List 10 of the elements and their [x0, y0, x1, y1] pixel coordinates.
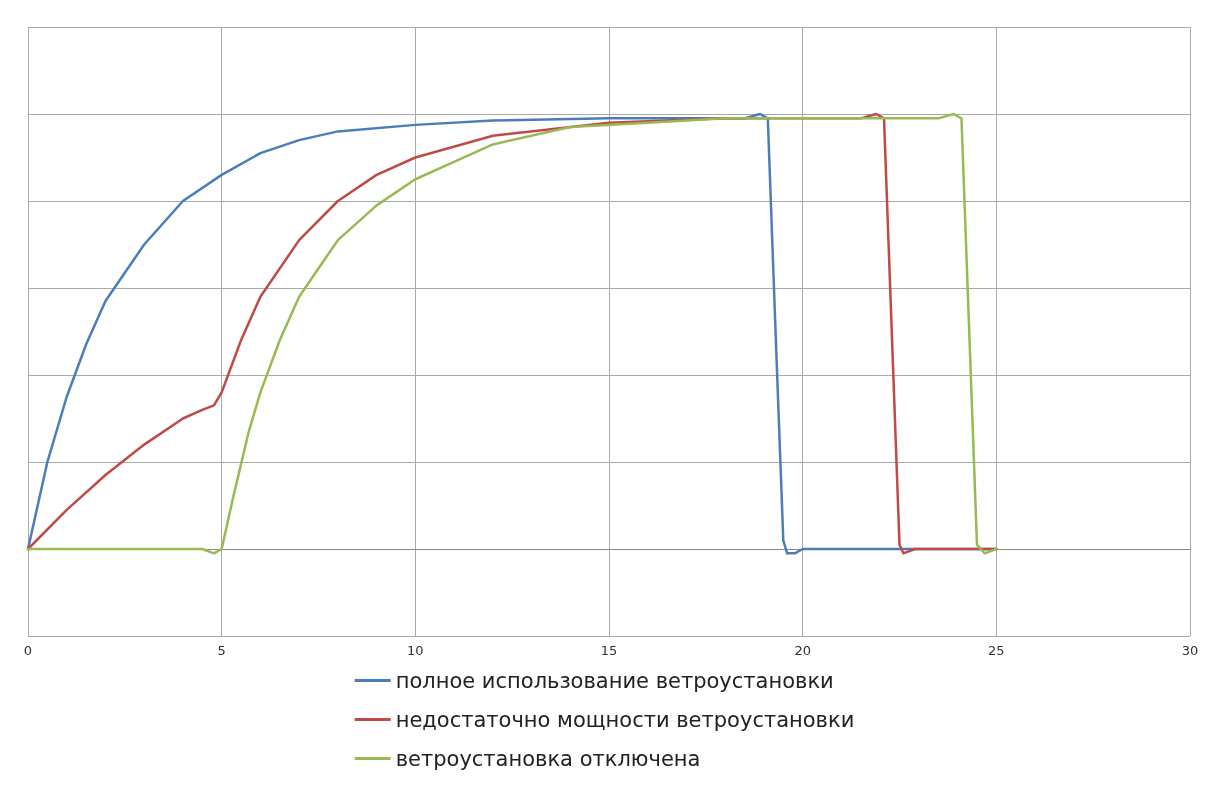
x-tick-label: 25 — [988, 643, 1005, 658]
legend-label: полное использование ветроустановки — [395, 668, 834, 693]
x-tick-label: 20 — [794, 643, 811, 658]
x-tick-label: 0 — [23, 643, 33, 658]
x-tick-label: 10 — [407, 643, 424, 658]
x-tick-label: 5 — [217, 643, 226, 658]
x-tick-label: 15 — [600, 643, 618, 658]
x-tick-label: 30 — [1181, 643, 1199, 658]
legend-label: недостаточно мощности ветроустановки — [395, 707, 855, 732]
legend-label: ветроустановка отключена — [395, 746, 701, 771]
